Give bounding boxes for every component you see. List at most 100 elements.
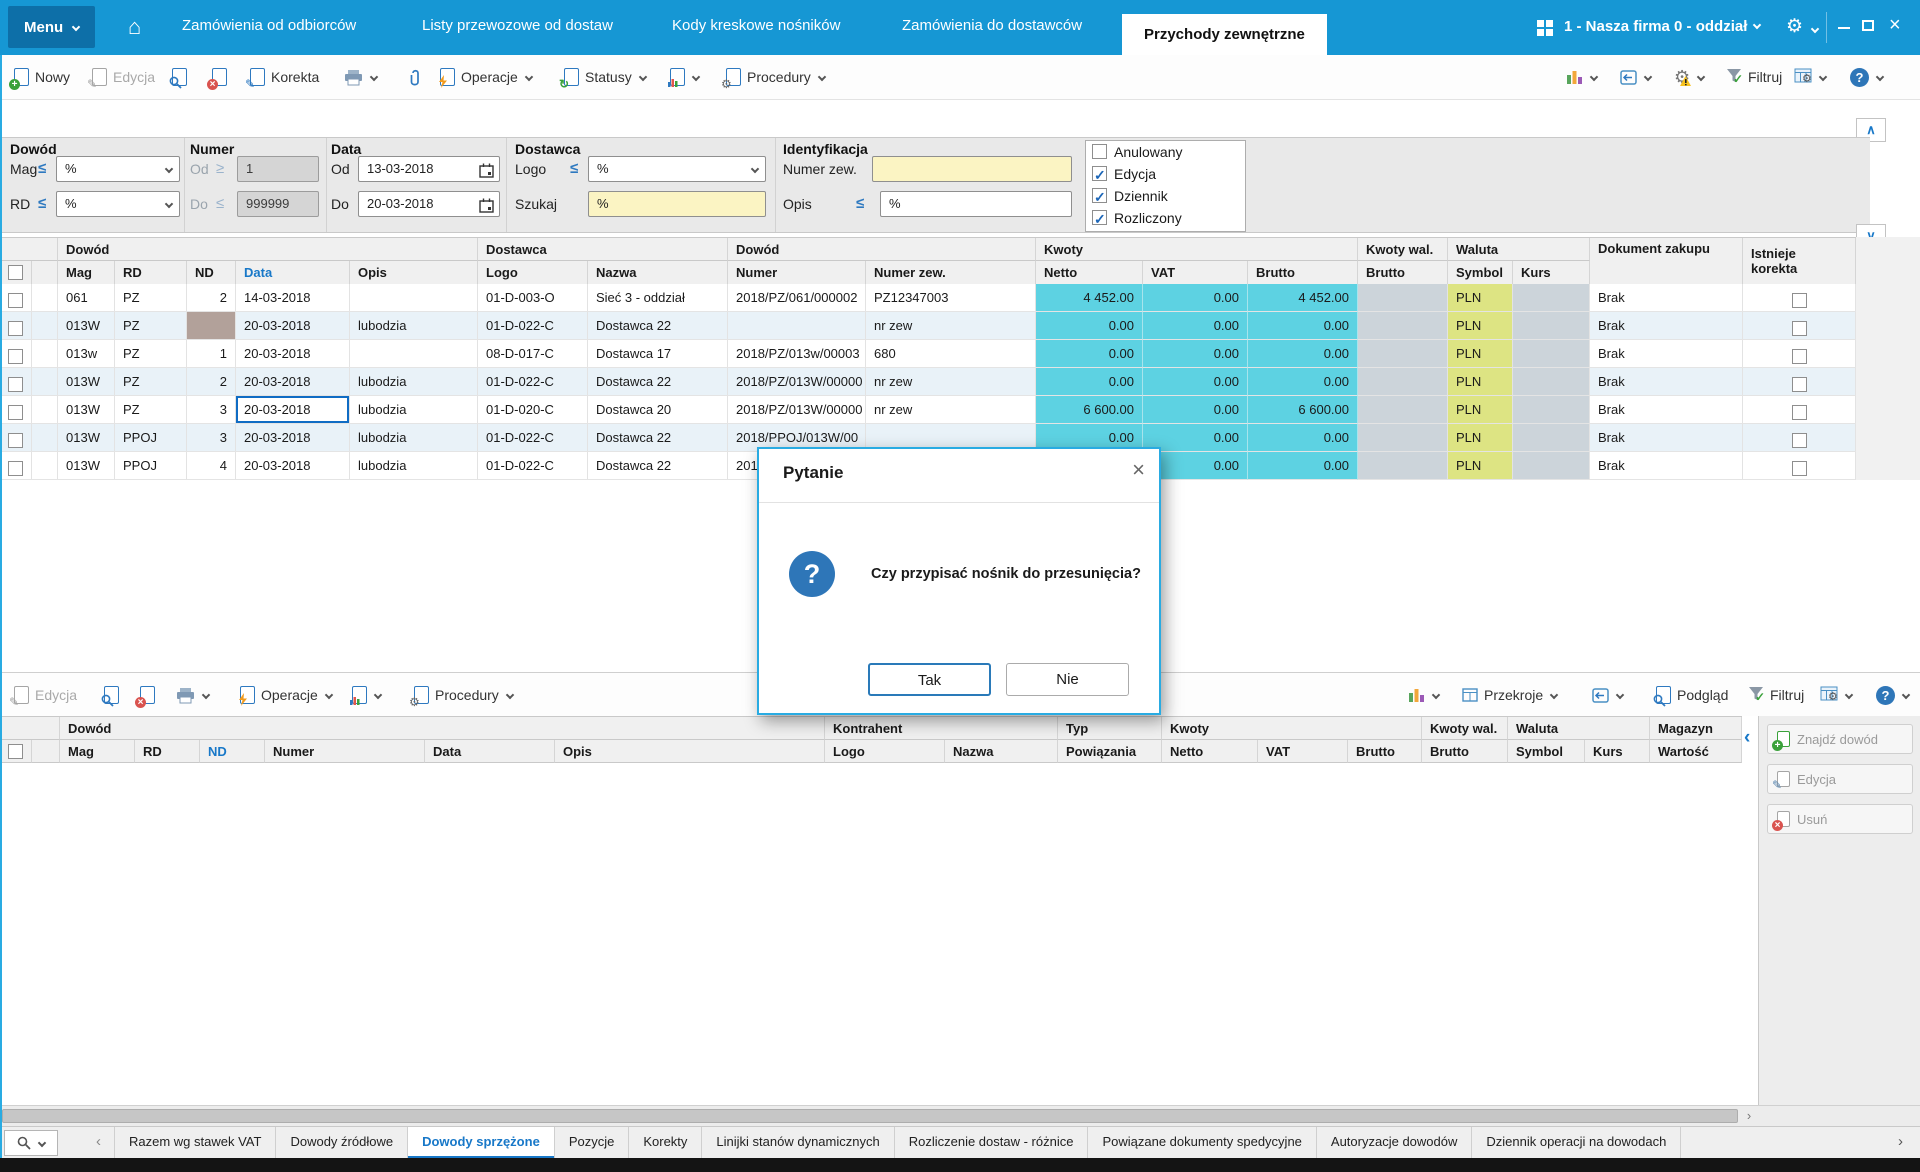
settings-warning-menu[interactable]: ⚙ xyxy=(1674,55,1704,99)
col-netto[interactable]: Netto xyxy=(1162,740,1258,763)
tab-przychody-zewnetrzne-active[interactable]: Przychody zewnętrzne xyxy=(1122,14,1327,55)
table-row[interactable]: 013WPZ220-03-2018lubodzia01-D-022-CDosta… xyxy=(0,368,1856,396)
filter-button[interactable]: ✓Filtruj xyxy=(1726,55,1782,99)
zoom-selector[interactable] xyxy=(4,1130,58,1156)
scrollbar-thumb[interactable] xyxy=(2,1109,1738,1123)
edit-button[interactable]: ✎Edycja xyxy=(92,55,155,99)
col-data[interactable]: Data xyxy=(425,740,555,763)
col-kurs[interactable]: Kurs xyxy=(1585,740,1650,763)
col-nd[interactable]: ND xyxy=(187,261,236,285)
bottom-tab-korekty[interactable]: Korekty xyxy=(629,1127,702,1158)
cell-data-focused[interactable]: 20-03-2018 xyxy=(236,396,350,424)
restore-button[interactable] xyxy=(1862,20,1874,31)
tab-zamowienia-do-dostawcow[interactable]: Zamówienia do dostawców xyxy=(902,17,1082,34)
view-document-button[interactable] xyxy=(172,55,187,99)
correction-button[interactable]: ✎Korekta xyxy=(250,55,319,99)
row-checkbox[interactable] xyxy=(0,340,32,368)
col-netto[interactable]: Netto xyxy=(1036,261,1143,285)
szukaj-input[interactable]: % xyxy=(588,191,766,217)
col-brutto-wal[interactable]: Brutto xyxy=(1358,261,1448,285)
col-wartosc[interactable]: Wartość xyxy=(1650,740,1742,763)
bottom-tab-dziennik-operacji[interactable]: Dziennik operacji na dowodach xyxy=(1472,1127,1681,1158)
detail-filter-button[interactable]: ✓Filtruj xyxy=(1748,673,1804,717)
checkbox-dziennik[interactable]: ✓Dziennik xyxy=(1086,185,1245,207)
bottom-tab-pozycje[interactable]: Pozycje xyxy=(555,1127,630,1158)
delete-document-button[interactable]: × xyxy=(212,55,227,99)
col-dokument-zakupu[interactable]: Dokument zakupu xyxy=(1590,238,1743,285)
chevron-down-icon[interactable] xyxy=(1811,25,1819,33)
col-logo[interactable]: Logo xyxy=(825,740,945,763)
col-symbol[interactable]: Symbol xyxy=(1508,740,1585,763)
navigate-menu[interactable] xyxy=(1620,55,1651,99)
detail-document-menu[interactable] xyxy=(352,673,381,717)
tab-listy-przewozowe[interactable]: Listy przewozowe od dostaw xyxy=(422,17,613,34)
data-od-input[interactable]: 13-03-2018 xyxy=(358,156,500,182)
horizontal-scrollbar[interactable]: › xyxy=(0,1105,1920,1126)
detail-navigate-menu[interactable] xyxy=(1592,673,1623,717)
col-nazwa[interactable]: Nazwa xyxy=(588,261,728,285)
scroll-right-arrow[interactable]: › xyxy=(1741,1109,1757,1123)
col-numer[interactable]: Numer xyxy=(265,740,425,763)
numer-od-input[interactable]: 1 xyxy=(237,156,319,182)
checkbox-anulowany[interactable]: Anulowany xyxy=(1086,141,1245,163)
col-opis[interactable]: Opis xyxy=(555,740,825,763)
document-chart-menu[interactable] xyxy=(670,55,699,99)
detail-view-button[interactable] xyxy=(104,673,119,717)
col-logo[interactable]: Logo xyxy=(478,261,588,285)
col-numer-zew[interactable]: Numer zew. xyxy=(866,261,1036,285)
help-menu[interactable]: ? xyxy=(1850,55,1883,99)
col-opis[interactable]: Opis xyxy=(350,261,478,285)
table-row[interactable]: 013wPZ120-03-201808-D-017-CDostawca 1720… xyxy=(0,340,1856,368)
side-delete-button[interactable]: ×Usuń xyxy=(1767,804,1913,834)
statuses-menu[interactable]: ↻Statusy xyxy=(564,55,646,99)
col-brutto-wal[interactable]: Brutto xyxy=(1422,740,1508,763)
detail-print-button[interactable] xyxy=(176,673,209,717)
col-data-sorted[interactable]: Data xyxy=(236,261,350,285)
table-settings-menu[interactable]: ⚙ xyxy=(1794,55,1826,99)
tab-zamowienia-od-odbiorcow[interactable]: Zamówienia od odbiorców xyxy=(182,17,356,34)
rd-select[interactable]: % xyxy=(56,191,180,217)
col-nazwa[interactable]: Nazwa xyxy=(945,740,1058,763)
select-all-checkbox-cell[interactable] xyxy=(0,261,32,285)
col-vat[interactable]: VAT xyxy=(1143,261,1248,285)
table-row[interactable]: 061PZ214-03-201801-D-003-OSieć 3 - oddzi… xyxy=(0,284,1856,312)
numer-do-input[interactable]: 999999 xyxy=(237,191,319,217)
bottom-tab-linijki-stanow[interactable]: Linijki stanów dynamicznych xyxy=(702,1127,894,1158)
bottom-tab-dowody-zrodlowe[interactable]: Dowody źródłowe xyxy=(276,1127,408,1158)
table-row[interactable]: 013WPZ20-03-2018lubodzia01-D-022-CDostaw… xyxy=(0,312,1856,340)
checkbox-rozliczony[interactable]: ✓Rozliczony xyxy=(1086,207,1245,229)
col-mag[interactable]: Mag xyxy=(60,740,135,763)
operations-menu[interactable]: Operacje xyxy=(440,55,532,99)
yes-button[interactable]: Tak xyxy=(868,663,991,696)
mag-select[interactable]: % xyxy=(56,156,180,182)
find-document-button[interactable]: +Znajdź dowód xyxy=(1767,724,1913,754)
col-istnieje-korekta[interactable]: Istniejekorekta xyxy=(1743,238,1856,285)
bottom-tab-autoryzacje[interactable]: Autoryzacje dowodów xyxy=(1317,1127,1472,1158)
row-checkbox[interactable] xyxy=(0,284,32,312)
col-powiazania[interactable]: Powiązania xyxy=(1058,740,1162,763)
col-numer[interactable]: Numer xyxy=(728,261,866,285)
detail-procedures-menu[interactable]: ⚙Procedury xyxy=(414,673,513,717)
bottom-tab-razem-vat[interactable]: Razem wg stawek VAT xyxy=(114,1127,276,1158)
settings-gear-icon[interactable]: ⚙ xyxy=(1786,17,1803,36)
col-nd-sorted[interactable]: ND xyxy=(200,740,265,763)
col-brutto[interactable]: Brutto xyxy=(1248,261,1358,285)
col-brutto[interactable]: Brutto xyxy=(1348,740,1422,763)
company-selector[interactable]: 1 - Nasza firma 0 - oddział xyxy=(1564,18,1760,35)
numer-zew-input[interactable] xyxy=(872,156,1072,182)
bottom-tab-powiazane-dokumenty[interactable]: Powiązane dokumenty spedycyjne xyxy=(1088,1127,1316,1158)
close-button[interactable]: × xyxy=(1889,14,1901,37)
no-button[interactable]: Nie xyxy=(1006,663,1129,696)
detail-edit-button[interactable]: ✎Edycja xyxy=(14,673,77,717)
home-icon[interactable]: ⌂ xyxy=(128,13,141,41)
preview-button[interactable]: Podgląd xyxy=(1656,673,1728,717)
opis-input[interactable]: % xyxy=(880,191,1072,217)
attachment-button[interactable] xyxy=(408,55,424,99)
col-kurs[interactable]: Kurs xyxy=(1513,261,1590,285)
table-row-selected[interactable]: 013WPZ320-03-2018lubodzia01-D-020-CDosta… xyxy=(0,396,1856,424)
row-checkbox[interactable] xyxy=(0,424,32,452)
checkbox-edycja[interactable]: ✓Edycja xyxy=(1086,163,1245,185)
detail-chart-menu[interactable] xyxy=(1408,673,1439,717)
cross-sections-menu[interactable]: Przekroje xyxy=(1462,673,1557,717)
col-symbol[interactable]: Symbol xyxy=(1448,261,1513,285)
